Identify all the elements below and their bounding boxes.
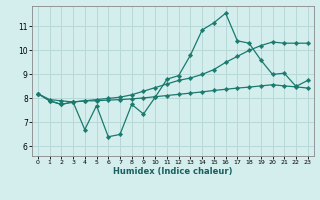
X-axis label: Humidex (Indice chaleur): Humidex (Indice chaleur) [113,167,233,176]
